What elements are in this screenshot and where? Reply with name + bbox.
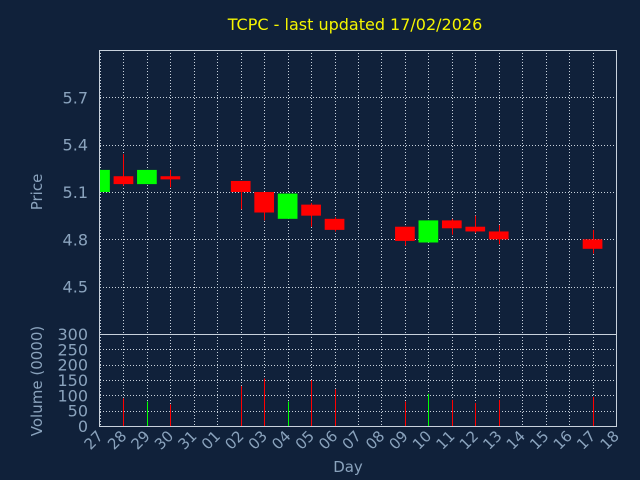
day-tick-label: 12 [456,427,482,453]
price-axis-label: Price [28,174,46,211]
day-tick-label: 02 [221,427,247,453]
day-tick-label: 31 [174,427,200,453]
volume-tick-label: 200 [57,356,88,375]
day-axis-ticks: 2728293031010203040506070809101112131415… [81,427,623,453]
day-tick-label: 03 [245,427,271,453]
day-axis-label: Day [333,458,363,476]
price-axis-ticks: 4.5 4.8 5.1 5.4 5.7 [63,88,88,296]
day-tick-label: 11 [432,427,458,453]
volume-tick-label: 250 [57,340,88,359]
day-tick-label: 18 [597,427,623,453]
day-tick-label: 28 [104,427,130,453]
price-tick-label: 5.1 [63,183,88,202]
day-tick-label: 13 [479,427,505,453]
day-tick-label: 04 [268,427,294,453]
volume-tick-label: 0 [78,417,88,436]
volume-gridlines [100,334,617,427]
price-tick-label: 4.8 [63,230,88,249]
candle-body [441,220,462,229]
day-tick-label: 10 [409,427,435,453]
price-tick-label: 4.5 [63,278,88,297]
day-tick-label: 16 [550,427,576,453]
candle-body [100,169,110,192]
candle-body [254,192,275,213]
day-tick-label: 07 [339,427,365,453]
volume-tick-label: 150 [57,371,88,390]
price-tick-label: 5.7 [63,88,88,107]
candle-body [418,220,439,243]
volume-bars [123,378,594,426]
candle-body [324,218,345,230]
day-tick-label: 06 [315,427,341,453]
price-candles [100,154,603,254]
candle-body [277,193,298,219]
day-tick-label: 08 [362,427,388,453]
day-tick-label: 14 [503,427,529,453]
day-tick-label: 29 [128,427,154,453]
candle-body [230,180,251,192]
candle-body [488,231,509,240]
candle-body [160,176,181,180]
day-tick-label: 05 [292,427,318,453]
volume-tick-label: 100 [57,386,88,405]
volume-axis-label: Volume (0000) [28,326,46,436]
day-tick-label: 09 [386,427,412,453]
volume-tick-label: 50 [68,402,88,421]
chart-title: TCPC - last updated 17/02/2026 [227,15,483,34]
price-gridlines [100,50,617,334]
day-tick-label: 17 [573,427,599,453]
day-tick-label: 30 [151,427,177,453]
day-tick-label: 01 [198,427,224,453]
volume-panel-frame [99,334,617,427]
candle-body [113,176,134,185]
price-tick-label: 5.4 [63,136,88,155]
candle-body [582,239,603,249]
candle-body [395,226,415,241]
candle-body [465,226,486,232]
candle-body [137,169,157,185]
volume-tick-label: 300 [57,325,88,344]
day-tick-label: 15 [526,427,552,453]
candle-body [301,204,321,216]
